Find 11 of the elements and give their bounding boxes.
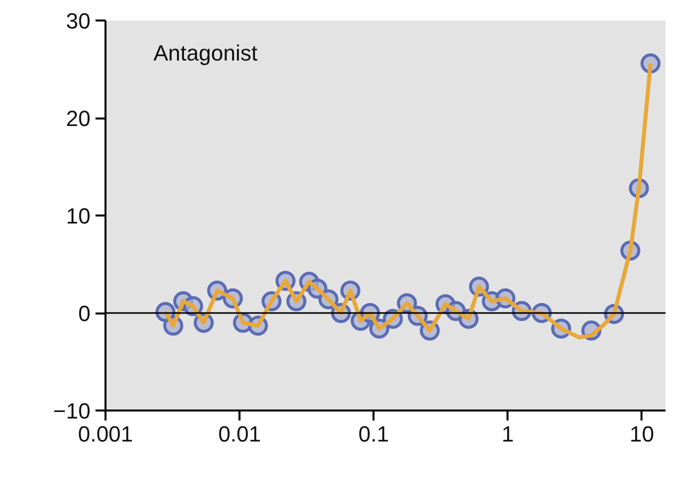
- x-tick-label: 1: [502, 422, 514, 446]
- x-tick-label: 0.1: [358, 422, 389, 446]
- annotation: Antagonist: [154, 40, 258, 66]
- y-tick-label: 30: [66, 8, 91, 34]
- x-tick-label: 0.001: [78, 422, 134, 446]
- x-tick-label: 10: [630, 422, 654, 446]
- y-tick-label: 20: [66, 106, 91, 131]
- y-tick-label: −10: [53, 398, 91, 424]
- y-tick-label: 0: [78, 301, 91, 326]
- y-tick-label: 10: [66, 204, 91, 228]
- x-tick-label: 0.01: [218, 422, 262, 446]
